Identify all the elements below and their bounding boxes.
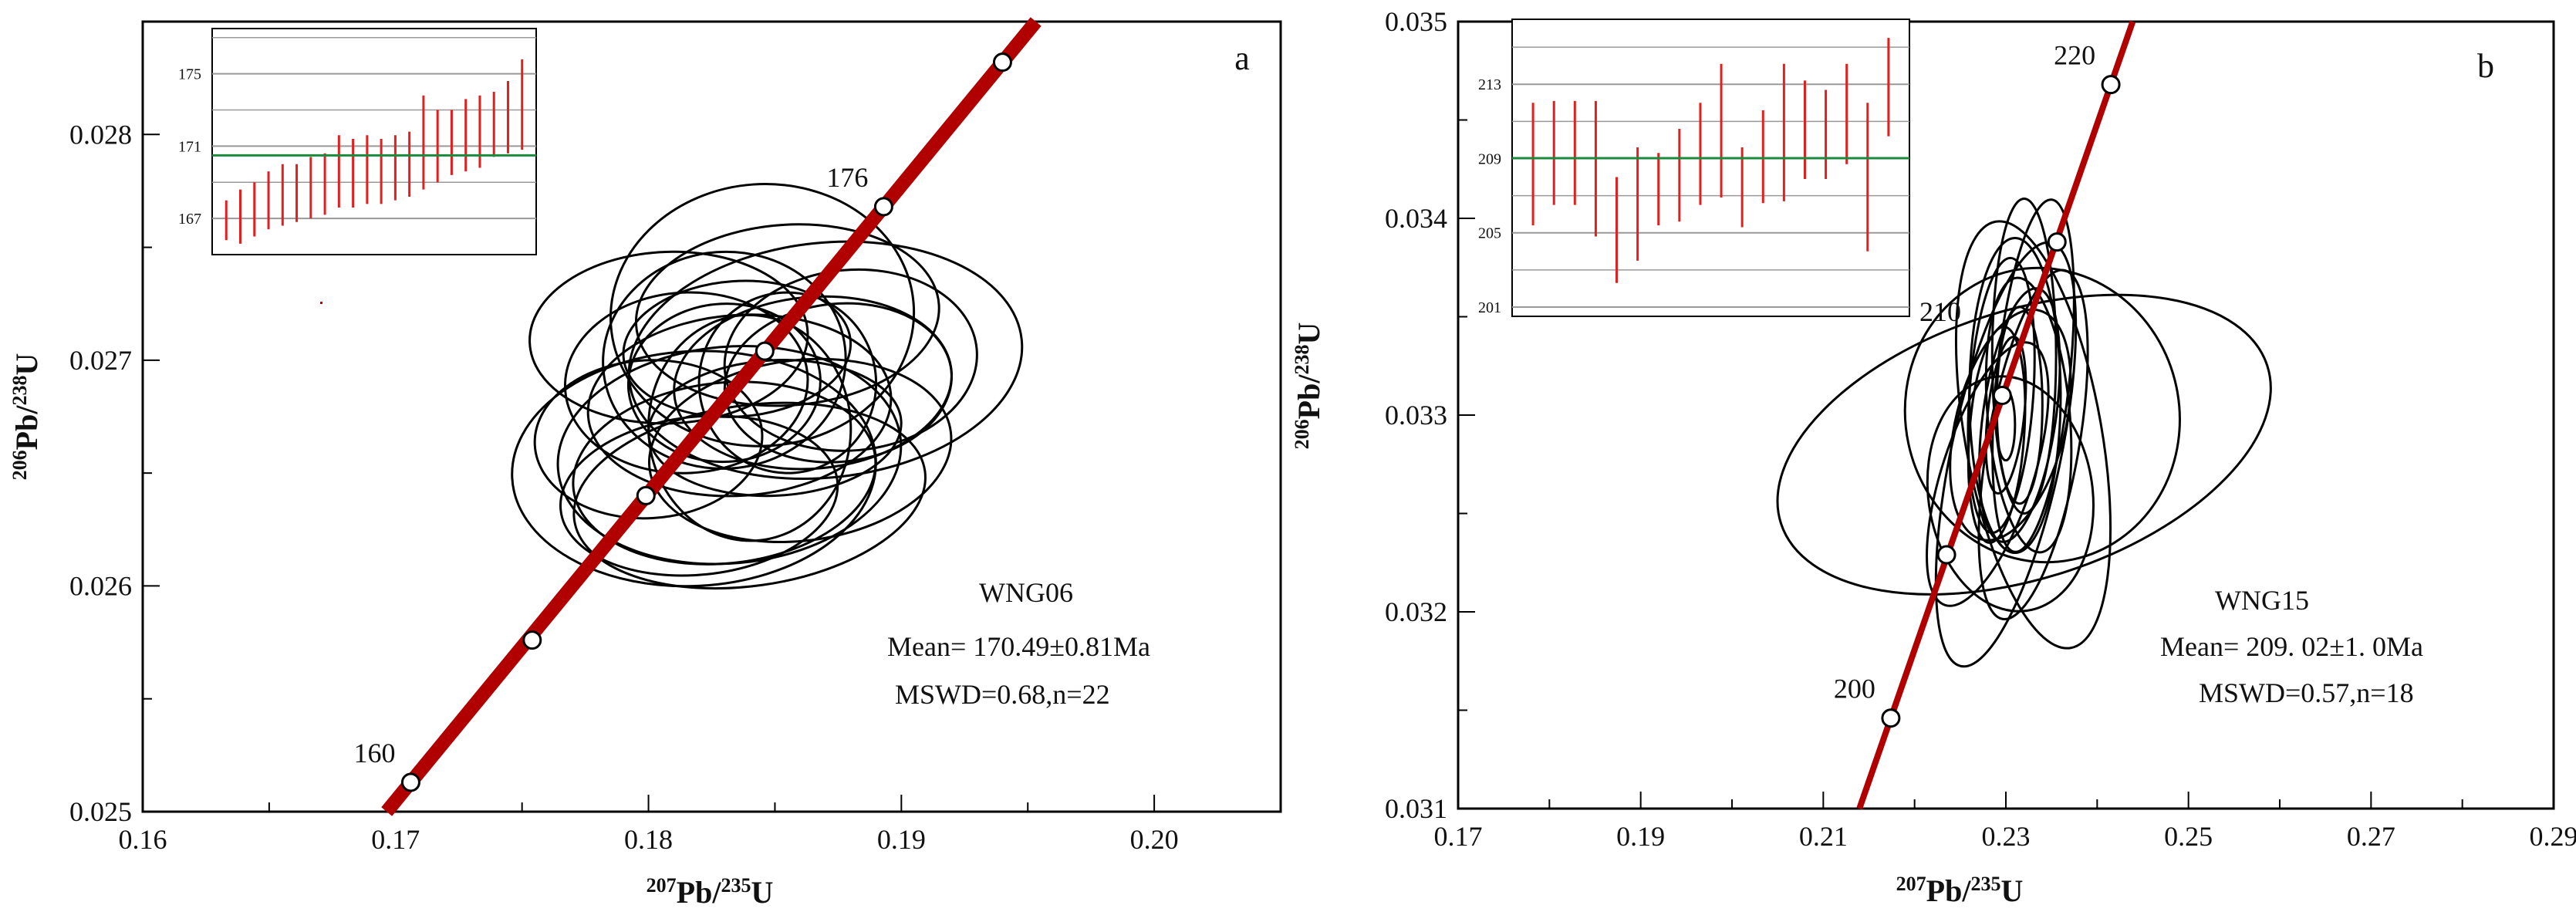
x-tick-label: 0.16 — [119, 824, 167, 855]
concordia-curve — [381, 17, 1042, 816]
concordia-age-marker — [1936, 545, 1956, 565]
inset-frame-a — [211, 28, 537, 255]
error-ellipse — [622, 279, 852, 418]
concordia-age-label: 160 — [353, 738, 395, 768]
y-axis-label-a: 206Pb/238U — [8, 353, 44, 481]
concordia-age-marker — [400, 772, 420, 792]
error-ellipse — [559, 414, 839, 577]
error-ellipse — [626, 302, 822, 464]
error-ellipse — [1903, 266, 2181, 564]
inset-y-tick-label: 205 — [1478, 225, 1501, 242]
concordia-age-marker — [873, 197, 893, 217]
stray-mark-a — [320, 302, 322, 304]
concordia-curve — [1856, 20, 2136, 810]
error-ellipse — [602, 250, 847, 470]
mean-age-b: Mean= 209. 02±1. 0Ma — [2160, 631, 2423, 662]
concordia-age-label: 176 — [826, 162, 868, 193]
panel-b: 0.17 0.19 0.21 0.23 0.25 0.27 0.29 0.031 0.032 0.… — [1291, 6, 2576, 908]
error-ellipse — [1926, 341, 2050, 607]
y-tick-label: 0.025 — [69, 796, 132, 827]
error-ellipse — [1776, 293, 2272, 596]
inset-y-tick-label: 167 — [178, 211, 201, 228]
inset-corner-label: 210 — [1919, 296, 1961, 327]
mean-age-a: Mean= 170.49±0.81Ma — [887, 631, 1150, 662]
sample-name-a: WNG06 — [979, 577, 1073, 608]
y-tick-label: 0.033 — [1385, 400, 1447, 431]
y-tick-label: 0.028 — [69, 119, 132, 150]
error-ellipse — [533, 359, 764, 520]
error-ellipse — [1990, 198, 2058, 515]
error-ellipse — [1949, 308, 2072, 542]
error-ellipse — [572, 380, 877, 566]
inset-frame-b — [1511, 19, 1910, 317]
plot-frame-a — [141, 20, 1282, 813]
y-tick-label: 0.026 — [69, 570, 132, 601]
concordia-age-marker — [755, 341, 775, 361]
x-axis-label-a: 207Pb/235U — [647, 874, 774, 910]
inset-y-tick-label: 209 — [1478, 150, 1501, 167]
mswd-b: MSWD=0.57,n=18 — [2199, 677, 2414, 708]
y-tick-label: 0.031 — [1385, 793, 1447, 824]
y-tick-label: 0.027 — [69, 345, 132, 376]
concordia-age-marker — [2047, 232, 2067, 252]
mswd-a: MSWD=0.68,n=22 — [895, 679, 1110, 710]
y-axis-label-b: 206Pb/238U — [1291, 323, 1326, 450]
x-tick-label: 0.20 — [1130, 824, 1179, 855]
x-tick-label: 0.18 — [624, 824, 673, 855]
inset-y-tick-label: 213 — [1478, 76, 1501, 93]
panel-a: 0.16 0.17 0.18 0.19 0.20 0.025 0.026 0.027 0.028… — [8, 17, 1282, 910]
error-ellipse — [1967, 326, 2027, 544]
inset-y-tick-label: 171 — [178, 138, 201, 155]
inset-y-tick-label: 201 — [1478, 299, 1501, 316]
y-tick-label: 0.034 — [1385, 203, 1447, 234]
x-tick-label: 0.29 — [2530, 821, 2576, 852]
concordia-age-label: 200 — [1834, 674, 1875, 704]
x-tick-label: 0.17 — [371, 824, 420, 855]
y-tick-label: 0.035 — [1385, 6, 1447, 37]
concordia-age-marker — [992, 52, 1012, 73]
error-ellipse — [697, 291, 878, 475]
error-ellipse — [1967, 256, 2036, 535]
x-tick-label: 0.25 — [2164, 821, 2213, 852]
x-tick-label: 0.19 — [877, 824, 926, 855]
error-ellipse — [723, 268, 978, 452]
panel-label-a: a — [1234, 39, 1250, 77]
concordia-age-marker — [2101, 75, 2121, 95]
concordia-age-marker — [636, 485, 656, 505]
panel-label-b: b — [2477, 47, 2494, 85]
x-tick-label: 0.17 — [1434, 821, 1483, 852]
y-tick-label: 0.032 — [1385, 596, 1447, 627]
concordia-age-marker — [1992, 386, 2012, 405]
inset-y-tick-label: 175 — [178, 66, 201, 83]
x-tick-label: 0.27 — [2347, 821, 2395, 852]
x-tick-label: 0.19 — [1616, 821, 1665, 852]
x-tick-label: 0.23 — [1982, 821, 2031, 852]
x-axis-label-b: 207Pb/235U — [1896, 873, 2024, 908]
concordia-age-label: 220 — [2054, 40, 2095, 71]
concordia-age-marker — [522, 630, 542, 650]
error-ellipse — [1954, 220, 2112, 650]
x-tick-label: 0.21 — [1799, 821, 1848, 852]
sample-name-b: WNG15 — [2215, 585, 2309, 616]
concordia-age-marker — [1881, 708, 1901, 728]
